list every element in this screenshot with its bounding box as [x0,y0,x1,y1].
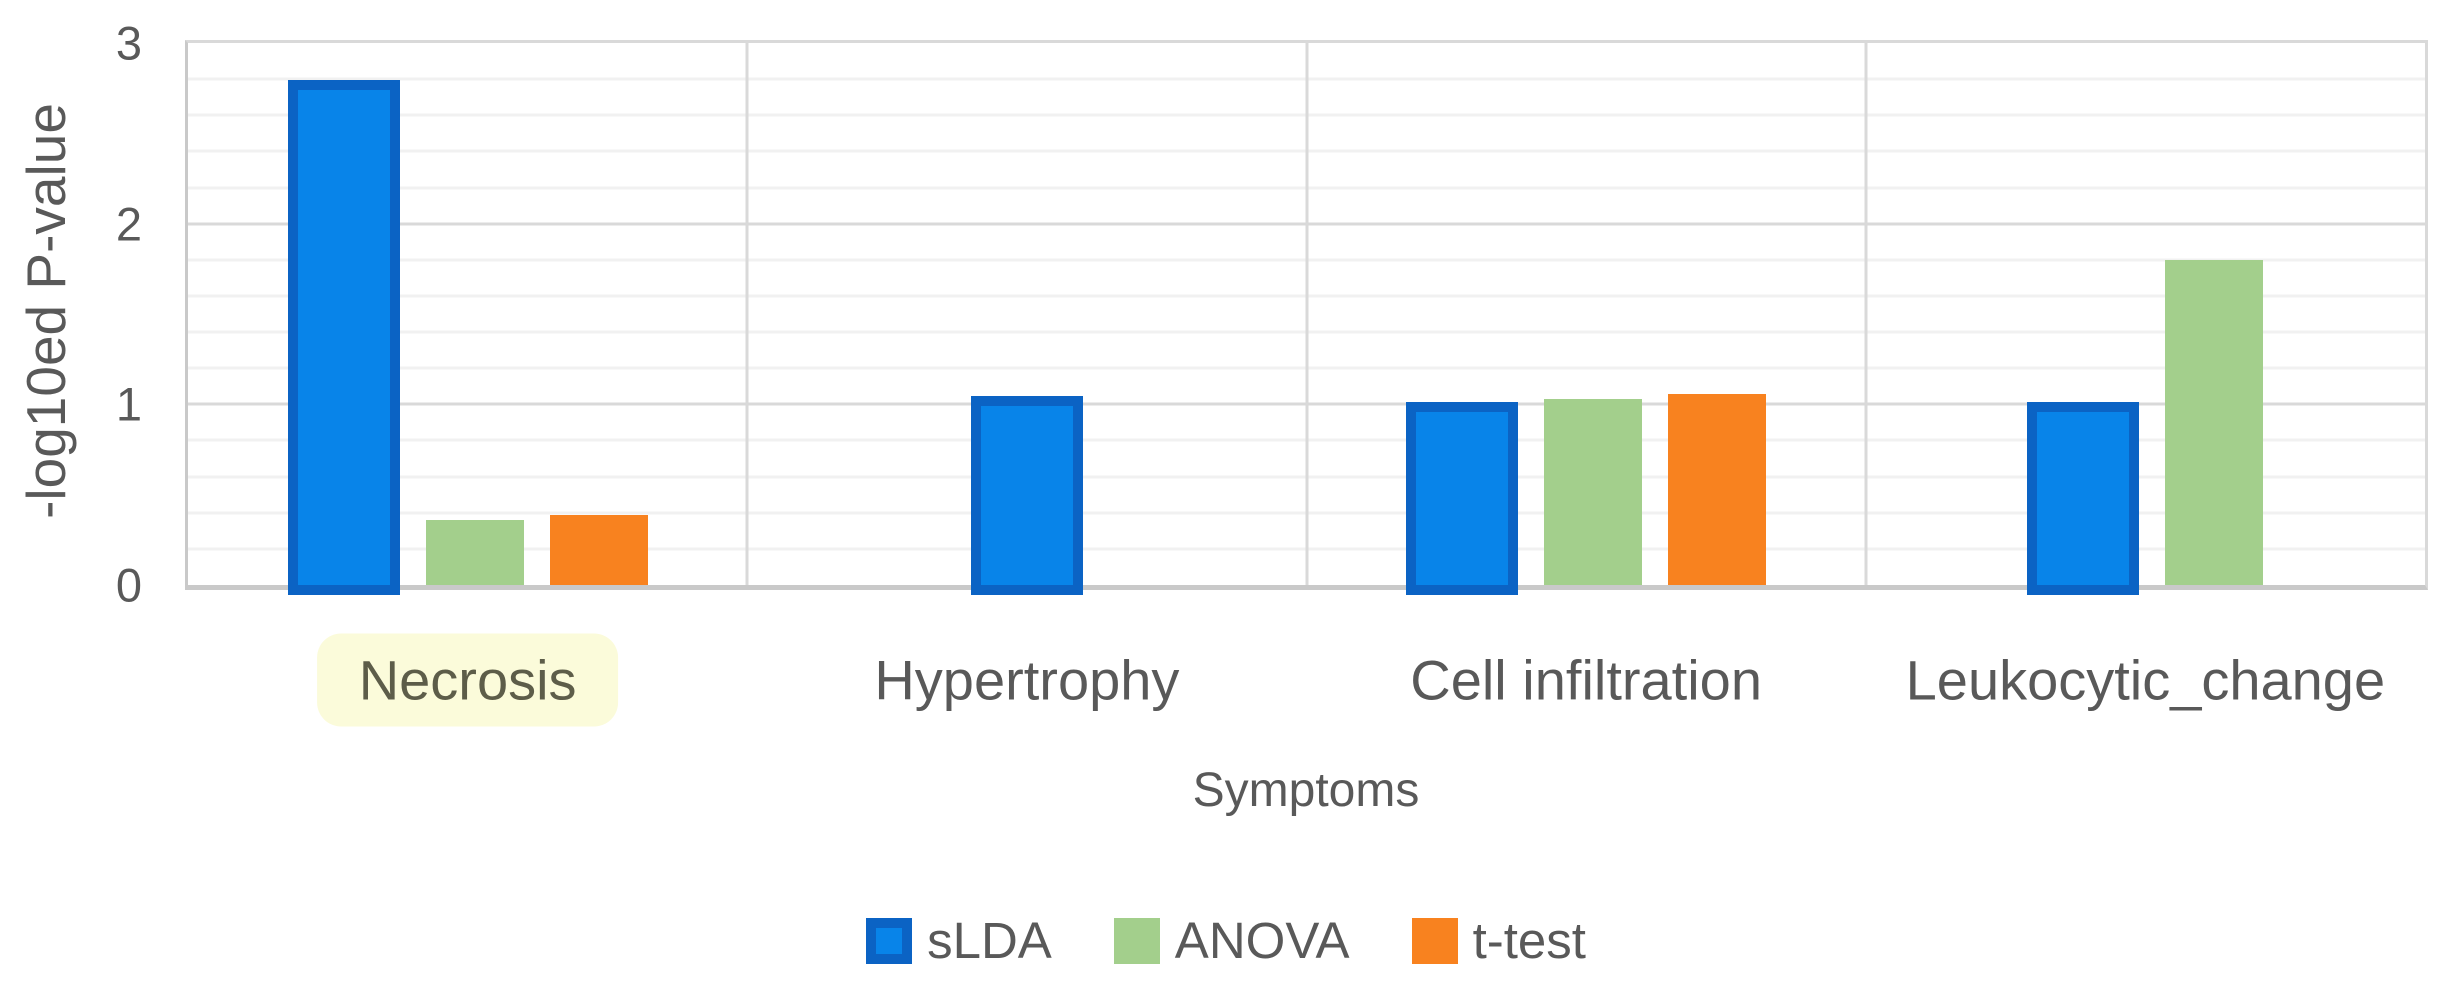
category-label-necrosis: Necrosis [316,633,619,727]
y-tick-label-2: 2 [115,197,142,251]
category-separator [1305,43,1308,585]
legend-label-anova: ANOVA [1174,912,1350,969]
bar-slda-necrosis [287,80,400,595]
legend: sLDA ANOVA t-test [0,893,2452,983]
anova-swatch-icon [1113,917,1160,964]
x-axis-title: Symptoms [1192,764,1420,817]
bar-anova-cell-infiltration [1544,398,1643,585]
ttest-swatch-icon [1411,917,1458,964]
bar-slda-cell-infiltration [1406,401,1519,595]
bar-anova-necrosis [425,519,524,585]
bar-slda-hypertrophy [970,396,1083,595]
bar-group-necrosis [188,43,747,595]
bar-t-test-cell-infiltration [1668,393,1767,585]
y-axis-title: -log10ed P-value [15,103,77,519]
y-tick-label-1: 1 [115,377,142,431]
category-separator [1864,43,1868,585]
legend-item-anova: ANOVA [1113,912,1350,969]
category-label-hypertrophy: Hypertrophy [874,648,1180,712]
category-separator [745,43,749,585]
legend-item-slda: sLDA [866,915,1052,966]
category-label-leukocytic-change: Leukocytic_change [1905,648,2386,712]
slda-swatch-icon [866,917,913,964]
bar-group-hypertrophy [747,43,1306,595]
category-label-cell-infiltration: Cell infiltration [1410,648,1762,712]
y-tick-label-0: 0 [115,558,142,612]
bar-anova-leukocytic-change [2165,259,2264,585]
legend-label-ttest: t-test [1472,912,1586,969]
category-axis: Necrosis Hypertrophy Cell infiltration Leuk… [188,628,2425,732]
legend-item-ttest: t-test [1411,912,1586,969]
y-tick-label-3: 3 [115,16,142,70]
bar-group-leukocytic-change [1866,43,2425,595]
bar-slda-leukocytic-change [2027,401,2140,595]
bar-t-test-necrosis [549,514,648,585]
bar-group-cell-infiltration [1307,43,1866,595]
legend-label-slda: sLDA [927,912,1052,969]
